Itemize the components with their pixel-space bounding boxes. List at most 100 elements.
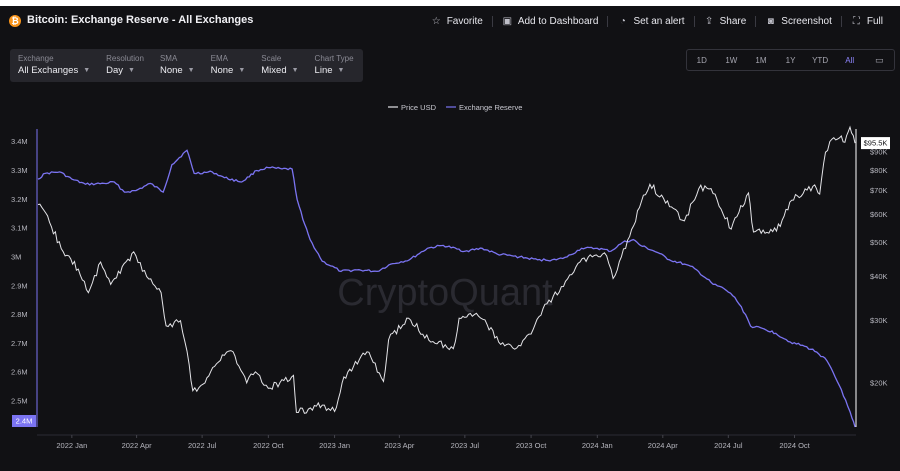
right-last-value-text: $95.5K (864, 139, 888, 148)
header-actions: ☆ Favorite ▣ Add to Dashboard ◔ Set an a… (422, 12, 892, 30)
chevron-down-icon: ▼ (337, 67, 345, 74)
x-tick-label: 2024 Apr (648, 441, 679, 450)
left-tick-label: 2.7M (11, 339, 28, 348)
watermark: CryptoQuant (337, 272, 553, 314)
range-ytd-button[interactable]: YTD (812, 55, 829, 65)
right-tick-label: $70K (870, 186, 888, 195)
resolution-dropdown[interactable]: Resolution Day ▼ (98, 49, 152, 82)
time-range-selector: 1D 1W 1M 1Y YTD All ▭ (686, 49, 895, 71)
x-tick-label: 2022 Jul (188, 441, 217, 450)
exchange-value: All Exchanges (18, 65, 79, 76)
left-tick-label: 2.6M (11, 368, 28, 377)
right-tick-label: $60K (870, 210, 888, 219)
left-tick-label: 2.8M (11, 310, 28, 319)
left-tick-label: 3.4M (11, 137, 28, 146)
chevron-down-icon: ▼ (187, 67, 195, 74)
sma-value: None (159, 65, 183, 76)
right-last-value-badge: $95.5K (861, 137, 890, 150)
screenshot-label: Screenshot (781, 15, 832, 27)
chart-type-label: Chart Type (314, 54, 354, 63)
page-title: Bitcoin: Exchange Reserve - All Exchange… (27, 14, 254, 26)
right-tick-label: $30K (870, 316, 888, 325)
left-tick-label: 2.9M (11, 281, 28, 290)
chevron-down-icon: ▼ (128, 67, 135, 74)
calendar-icon[interactable]: ▭ (875, 54, 884, 65)
bell-icon: ◔ (619, 15, 626, 27)
legend-reserve-label: Exchange Reserve (459, 103, 522, 112)
left-axis-ticks: 3.4M 3.3M 3.2M 3.1M 3M 2.9M 2.8M 2.7M 2.6M 2.5M (11, 137, 28, 405)
exchange-reserve-line (37, 149, 856, 428)
ema-value: None (210, 65, 234, 76)
range-all-button[interactable]: All (845, 55, 855, 65)
exchange-label: Exchange (18, 54, 54, 63)
x-tick-label: 2024 Oct (779, 441, 810, 450)
share-button[interactable]: ⇪ Share (693, 15, 756, 27)
left-tick-label: 3.3M (11, 166, 28, 175)
chart-type-value: Line (314, 65, 333, 76)
share-label: Share (719, 15, 747, 27)
exchange-dropdown[interactable]: Exchange All Exchanges ▼ (10, 49, 98, 82)
sma-label: SMA (159, 54, 178, 63)
x-axis-ticks: 2022 Jan 2022 Apr 2022 Jul 2022 Oct 2023 Jan… (56, 435, 811, 450)
fullscreen-label: Full (866, 15, 883, 27)
right-axis-ticks: $90K $80K $70K $60K $50K $40K $30K $20K (870, 148, 888, 388)
left-tick-label: 3.1M (11, 224, 28, 233)
range-1y-button[interactable]: 1Y (785, 55, 796, 65)
left-last-value-text: 2.4M (16, 417, 33, 426)
favorite-button[interactable]: ☆ Favorite (422, 16, 492, 27)
right-tick-label: $90K (870, 148, 888, 157)
x-tick-label: 2024 Jan (582, 441, 613, 450)
scale-value: Mixed (261, 65, 287, 76)
screenshot-button[interactable]: ◙ Screenshot (755, 15, 841, 27)
chevron-down-icon: ▼ (238, 67, 246, 74)
fullscreen-button[interactable]: ⛶ Full (840, 15, 892, 27)
x-tick-label: 2023 Jan (319, 441, 350, 450)
share-icon: ⇪ (704, 15, 714, 27)
right-tick-label: $40K (870, 272, 888, 281)
sma-dropdown[interactable]: SMA None ▼ (152, 49, 203, 82)
header-bar: ₿ Bitcoin: Exchange Reserve - All Exchan… (0, 6, 900, 36)
chart-filters: Exchange All Exchanges ▼ Resolution Day ▼ … (10, 49, 363, 82)
range-1m-button[interactable]: 1M (755, 55, 767, 65)
chevron-down-icon: ▼ (291, 67, 299, 74)
x-tick-label: 2023 Jul (451, 441, 480, 450)
scale-dropdown[interactable]: Scale Mixed ▼ (253, 49, 306, 82)
bitcoin-logo-icon: ₿ (9, 15, 21, 27)
fullscreen-icon: ⛶ (852, 15, 860, 27)
right-tick-label: $20K (870, 378, 888, 387)
legend-price-label: Price USD (401, 103, 437, 112)
range-1w-button[interactable]: 1W (725, 55, 738, 65)
chart-legend: Price USD Exchange Reserve (388, 103, 522, 112)
left-tick-label: 3.2M (11, 195, 28, 204)
ema-dropdown[interactable]: EMA None ▼ (203, 49, 254, 82)
resolution-value: Day (106, 65, 124, 76)
price-usd-line (37, 125, 856, 414)
chart-type-dropdown[interactable]: Chart Type Line ▼ (307, 49, 362, 82)
x-tick-label: 2022 Jan (56, 441, 87, 450)
set-alert-button[interactable]: ◔ Set an alert (607, 15, 693, 27)
resolution-label: Resolution (106, 54, 144, 63)
x-tick-label: 2022 Oct (253, 441, 284, 450)
range-1d-button[interactable]: 1D (696, 55, 707, 65)
add-to-dashboard-button[interactable]: ▣ Add to Dashboard (491, 15, 608, 27)
x-tick-label: 2022 Apr (122, 441, 153, 450)
right-last-value-box (861, 137, 890, 150)
left-last-value-box (12, 415, 36, 427)
add-to-dashboard-label: Add to Dashboard (517, 15, 599, 27)
right-tick-label: $80K (870, 166, 888, 175)
camera-icon: ◙ (767, 15, 774, 27)
ema-label: EMA (210, 54, 228, 63)
x-tick-label: 2024 Jul (714, 441, 743, 450)
x-tick-label: 2023 Apr (384, 441, 415, 450)
star-icon: ☆ (431, 15, 441, 27)
favorite-label: Favorite (446, 15, 483, 27)
right-tick-label: $50K (870, 238, 888, 247)
scale-label: Scale (261, 54, 282, 63)
exchange-reserve-chart: CryptoQuant Price USD Exchange Reserve 3… (11, 103, 890, 450)
chevron-down-icon: ▼ (83, 67, 91, 74)
set-alert-label: Set an alert (633, 15, 685, 27)
dashboard-icon: ▣ (502, 15, 513, 27)
left-tick-label: 2.5M (11, 397, 28, 406)
left-last-value-badge: 2.4M (12, 415, 36, 427)
app-window: ₿ Bitcoin: Exchange Reserve - All Exchan… (0, 6, 900, 471)
